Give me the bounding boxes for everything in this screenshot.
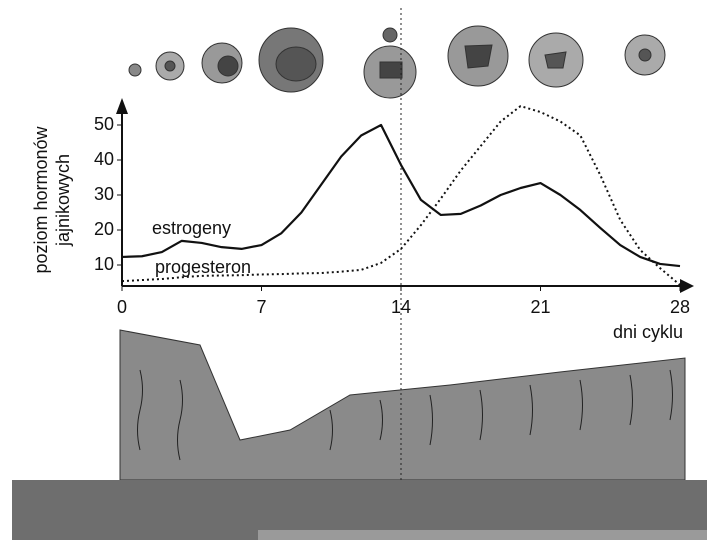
y-label: poziom hormonów (31, 125, 51, 273)
y-tick-label: 50 (94, 114, 114, 134)
follicles (128, 25, 666, 99)
bar (258, 530, 707, 540)
x-tick-label: 28 (670, 297, 690, 317)
y-tick-label: 20 (94, 219, 114, 239)
x-tick-label: 21 (530, 297, 550, 317)
x-label: dni cyklu (613, 322, 683, 342)
y-arrow (116, 98, 128, 114)
series-label: progesteron (155, 257, 251, 277)
x-tick-label: 7 (256, 297, 266, 317)
y-tick-label: 10 (94, 254, 114, 274)
x-tick-label: 14 (391, 297, 411, 317)
x-tick-label: 0 (117, 297, 127, 317)
y-tick-label: 30 (94, 184, 114, 204)
y-label: jajnikowych (53, 154, 73, 247)
series-label: estrogeny (152, 218, 231, 238)
endometrium (119, 329, 686, 481)
series-line (121, 123, 681, 268)
y-tick-label: 40 (94, 149, 114, 169)
x-arrow (680, 279, 694, 293)
